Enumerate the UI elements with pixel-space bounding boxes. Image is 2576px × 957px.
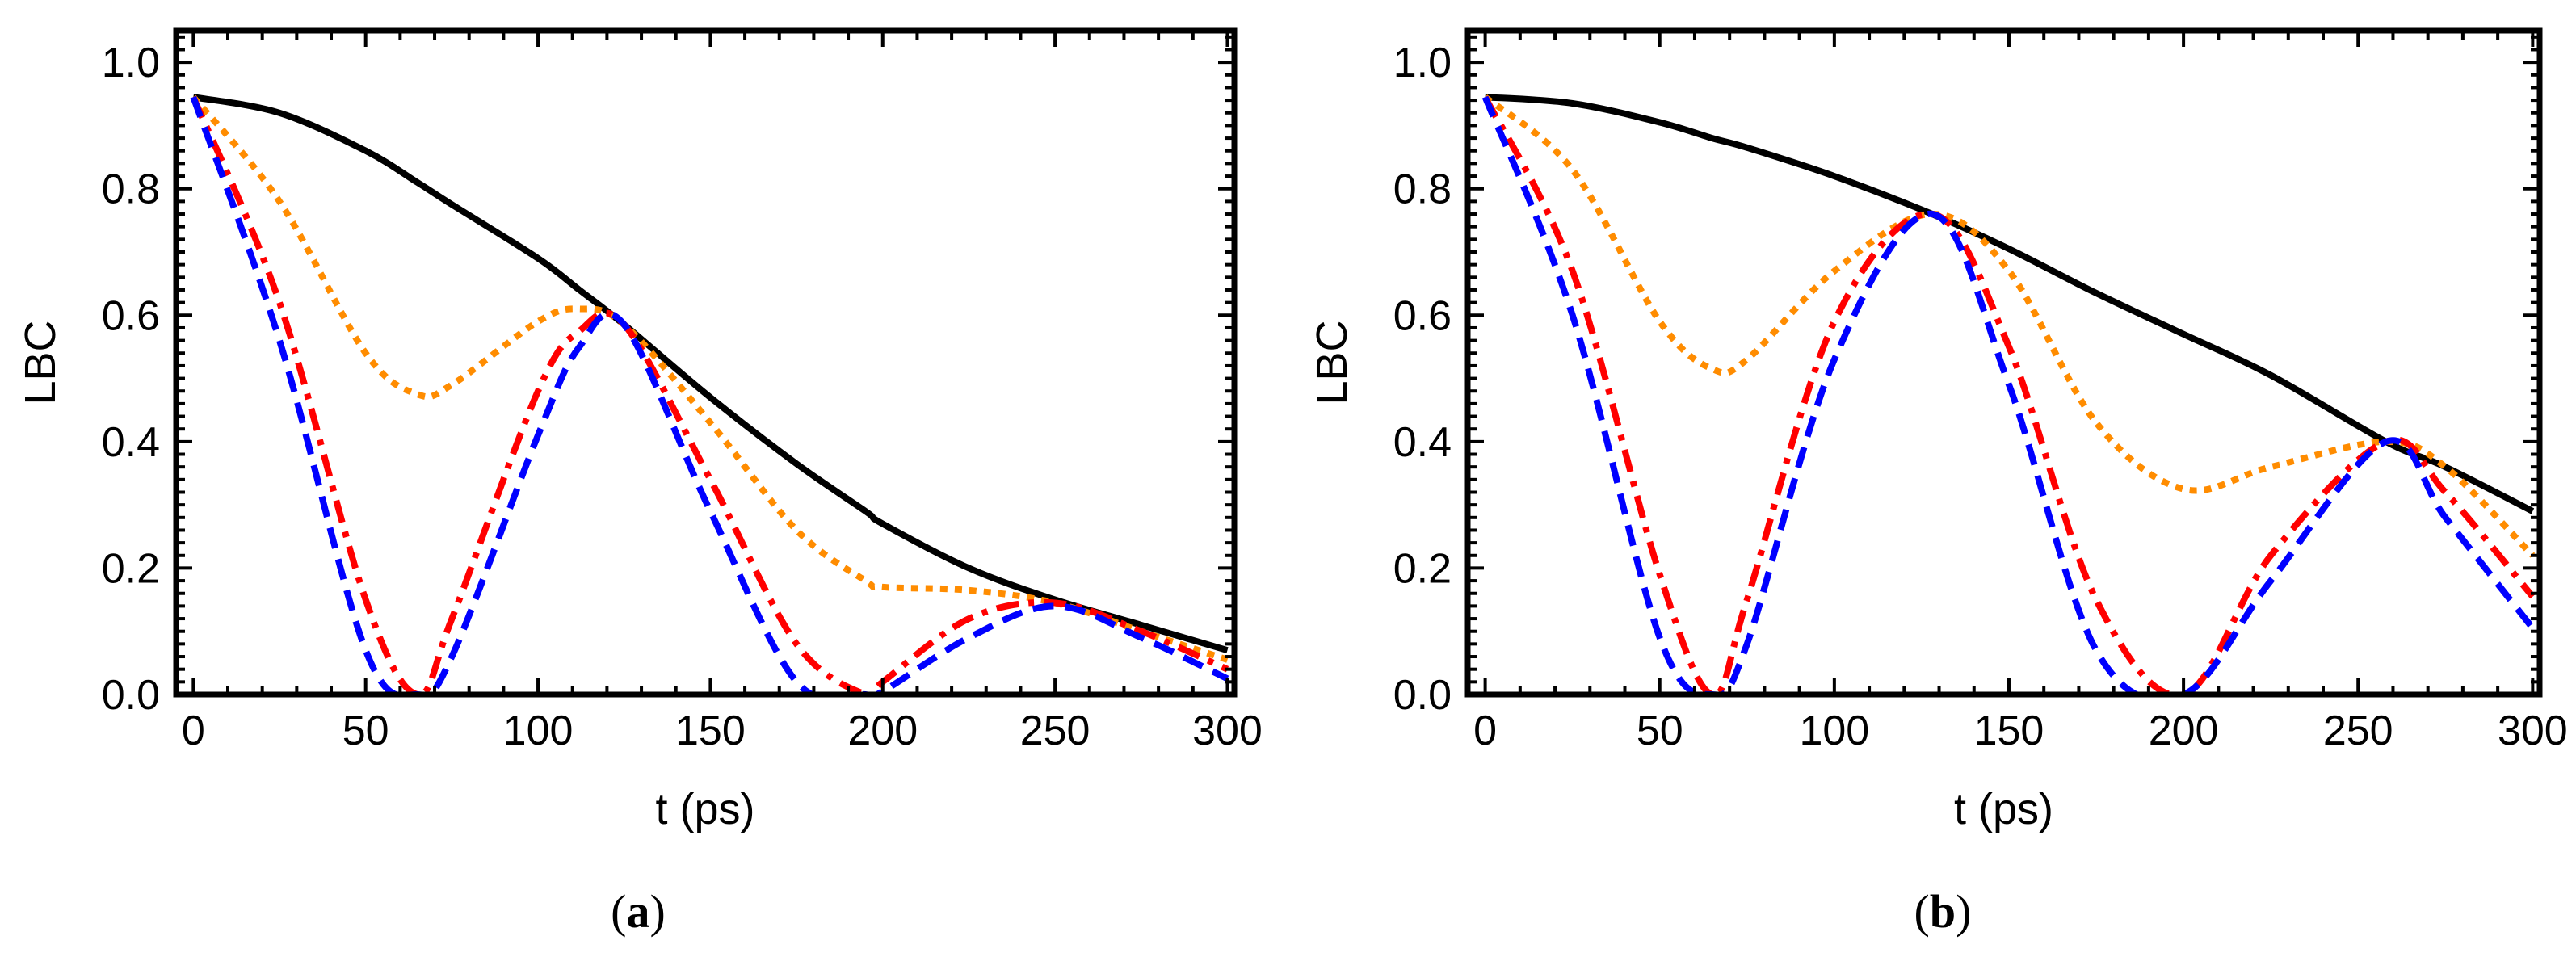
panel-b-ytick-label: 0.8: [1393, 166, 1452, 213]
panel-a-series-orange-dotted: [191, 94, 1229, 663]
panel-a-ytick-label: 0.4: [102, 419, 160, 466]
panel-b-xtick-label: 200: [2149, 707, 2219, 754]
panel-a-ytick-label: 0.0: [102, 672, 160, 719]
panel-a-xtick-label: 250: [1020, 707, 1090, 754]
panel-a-xtick-label: 200: [847, 707, 918, 754]
panel-a-xtick-label: 300: [1192, 707, 1263, 754]
panel-b-y-axis-label: LBC: [1308, 320, 1356, 405]
panel-b-xtick-label: 0: [1473, 707, 1497, 754]
panel-b-ytick-label: 0.4: [1393, 419, 1452, 466]
panel-a-ytick-label: 0.8: [102, 166, 160, 213]
panel-a-xtick-label: 150: [675, 707, 746, 754]
panel-a-series-group: [190, 94, 1229, 695]
panel-b-plot-frame: [1464, 27, 2543, 698]
panel-b-xtick-label: 150: [1974, 707, 2044, 754]
panel-b-ytick-label: 1.0: [1393, 40, 1452, 86]
panel-b-series-black-solid: [1485, 94, 2535, 514]
panel-b-ytick-label: 0.6: [1393, 292, 1452, 339]
panel-a-xtick-label: 100: [503, 707, 574, 754]
panel-a-caption-label: (a): [611, 885, 666, 938]
panel-b: 0 50 100 150 200 250 300 0.0 0.2 0.4 0.6 0.8 1.0 t (p…: [1308, 27, 2568, 938]
panel-a-xtick-label: 0: [182, 707, 205, 754]
panel-a-plot-frame: [173, 27, 1238, 698]
panel-b-series-group: [1481, 94, 2536, 695]
panel-b-ytick-label: 0.2: [1393, 545, 1452, 592]
panel-a-x-axis-label: t (ps): [655, 785, 754, 833]
panel-b-series-red-dashdot: [1482, 95, 2536, 695]
panel-b-xtick-label: 50: [1637, 707, 1683, 754]
panel-b-caption-label: (b): [1914, 885, 1972, 938]
panel-b-xtick-label: 300: [2498, 707, 2568, 754]
panel-b-xtick-label: 250: [2323, 707, 2393, 754]
panel-a: 0 50 100 150 200 250 300 0.0 0.2 0.4 0.6 0.8 1.0 t (p…: [16, 27, 1263, 938]
panel-a-ytick-label: 1.0: [102, 40, 160, 86]
panel-b-ytick-label: 0.0: [1393, 672, 1452, 719]
panel-a-ytick-label: 0.2: [102, 545, 160, 592]
panel-b-x-axis-label: t (ps): [1954, 785, 2053, 833]
panel-a-xtick-label: 50: [342, 707, 389, 754]
panel-b-series-blue-dashed: [1481, 95, 2536, 695]
panel-a-series-blue-dashed: [190, 95, 1229, 695]
panel-b-xtick-label: 100: [1799, 707, 1869, 754]
panel-a-ytick-label: 0.6: [102, 292, 160, 339]
panel-a-series-black-solid: [192, 94, 1229, 654]
panel-b-series-orange-dotted: [1483, 94, 2536, 558]
panel-a-y-axis-label: LBC: [16, 320, 65, 405]
